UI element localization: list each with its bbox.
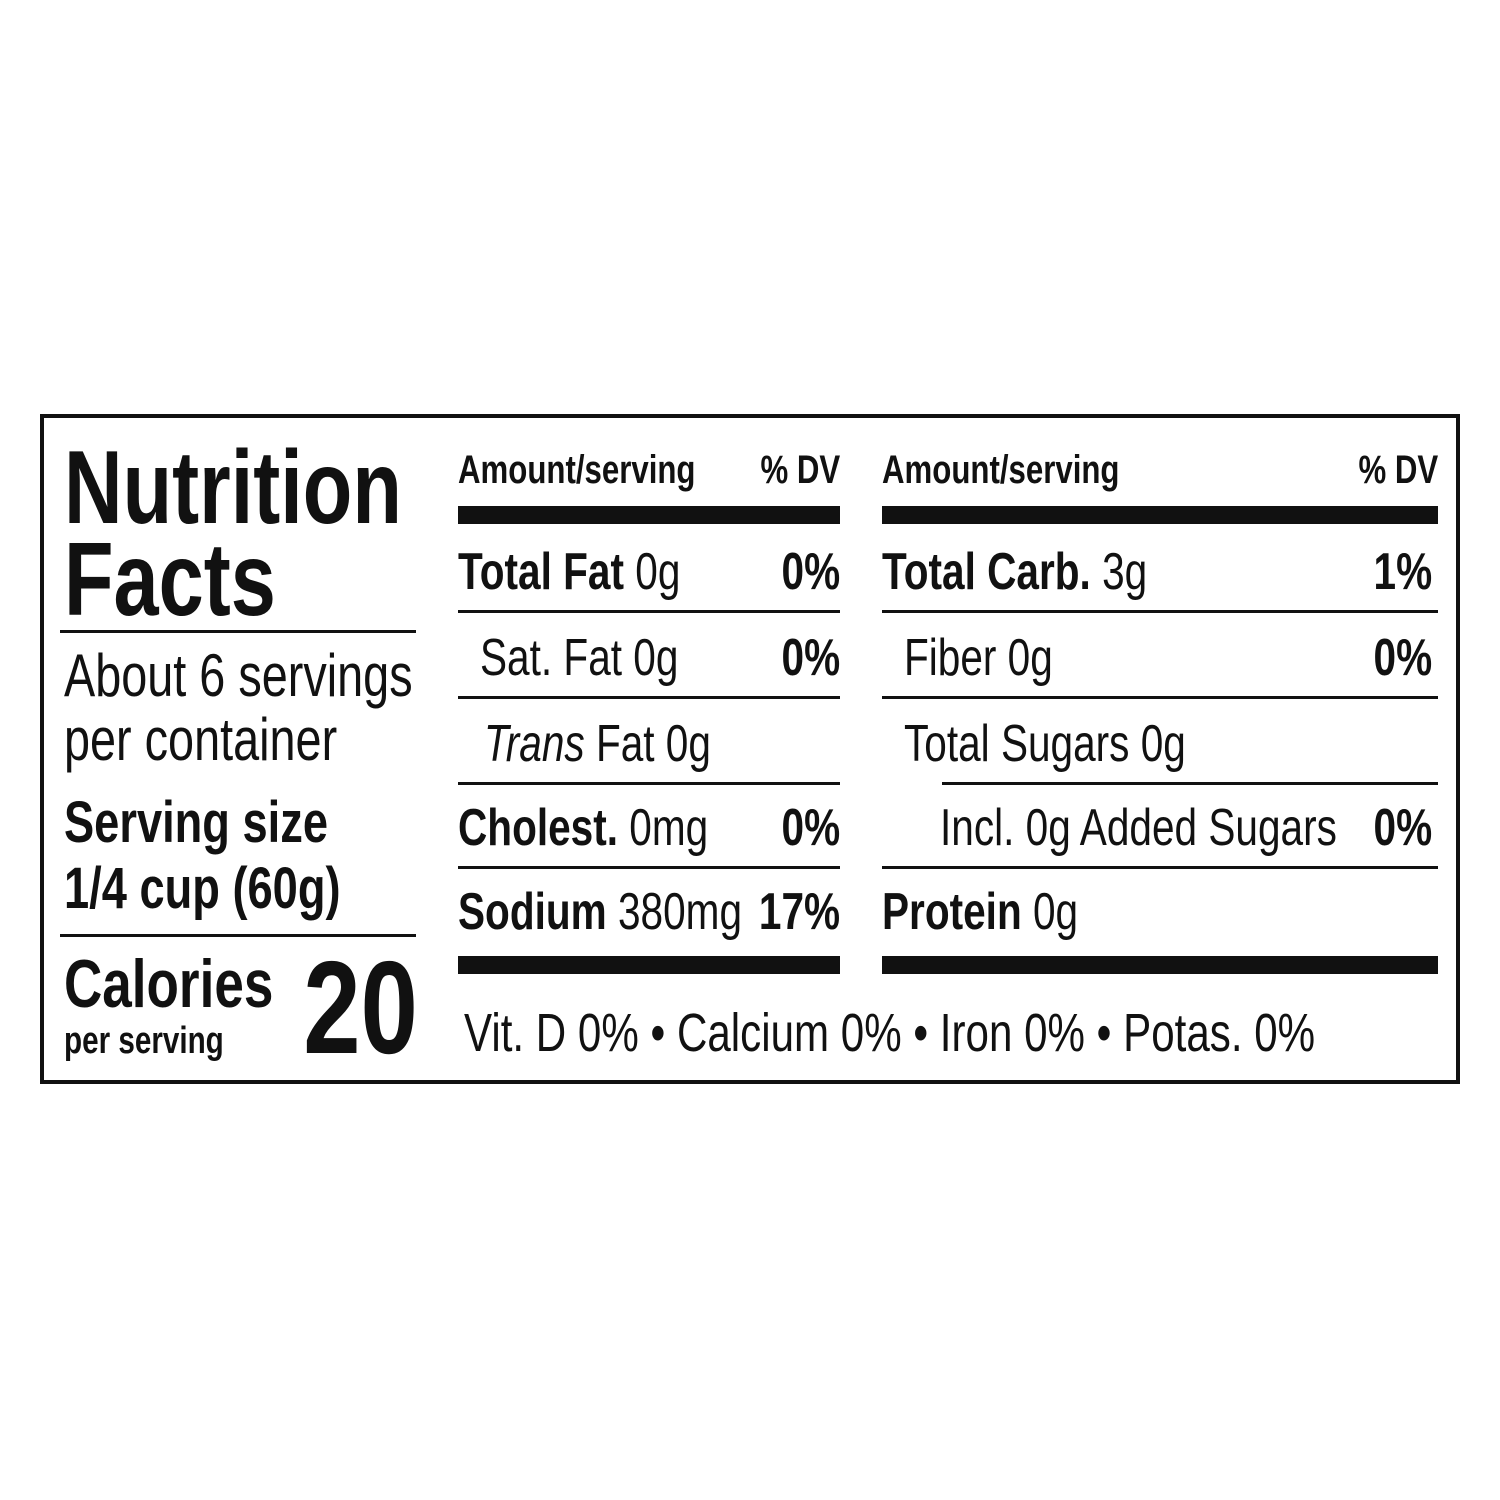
nutrition-facts-label: Nutrition Facts About 6 servings per con… bbox=[40, 414, 1460, 1084]
row-total-carb: Total Carb. 3g 1% bbox=[882, 543, 1432, 601]
serving-size-value: 1/4 cup (60g) bbox=[64, 856, 341, 921]
row-added-sugars: Incl. 0g Added Sugars 0% bbox=[940, 799, 1432, 857]
calories-value: 20 bbox=[303, 934, 418, 1081]
divider bbox=[882, 696, 1438, 699]
row-fiber: Fiber 0g 0% bbox=[904, 629, 1432, 687]
header-amount: Amount/serving bbox=[458, 448, 696, 492]
serving-size-label: Serving size bbox=[64, 790, 329, 855]
divider bbox=[882, 610, 1438, 613]
row-total-sugars: Total Sugars 0g bbox=[904, 715, 1186, 773]
divider bbox=[458, 866, 840, 869]
row-total-fat: Total Fat 0g 0% bbox=[458, 543, 840, 601]
divider bbox=[60, 630, 416, 633]
divider bbox=[458, 610, 840, 613]
divider bbox=[882, 866, 1438, 869]
header-dv: % DV bbox=[760, 448, 840, 492]
calories-label: Calories bbox=[64, 946, 274, 1022]
thick-bar bbox=[882, 956, 1438, 974]
thick-bar bbox=[458, 506, 840, 524]
row-sodium: Sodium 380mg 17% bbox=[458, 883, 840, 941]
calories-per-serving: per serving bbox=[64, 1020, 224, 1062]
header-dv-right: % DV bbox=[1358, 448, 1438, 492]
title-facts: Facts bbox=[64, 522, 276, 638]
row-cholesterol: Cholest. 0mg 0% bbox=[458, 799, 840, 857]
header-amount-right: Amount/serving bbox=[882, 448, 1120, 492]
servings-per-container: About 6 servings bbox=[64, 642, 413, 709]
row-protein: Protein 0g bbox=[882, 883, 1079, 941]
row-trans-fat: Trans Fat 0g bbox=[484, 715, 711, 773]
divider bbox=[60, 934, 416, 937]
servings-per-container-2: per container bbox=[64, 706, 338, 773]
title-nutrition: Nutrition bbox=[64, 430, 402, 546]
thick-bar bbox=[882, 506, 1438, 524]
thick-bar bbox=[458, 956, 840, 974]
row-sat-fat: Sat. Fat 0g 0% bbox=[480, 629, 840, 687]
vitamins-minerals-footer: Vit. D 0% • Calcium 0% • Iron 0% • Potas… bbox=[464, 1003, 1316, 1063]
divider bbox=[942, 782, 1438, 785]
divider bbox=[458, 696, 840, 699]
divider bbox=[458, 782, 840, 785]
